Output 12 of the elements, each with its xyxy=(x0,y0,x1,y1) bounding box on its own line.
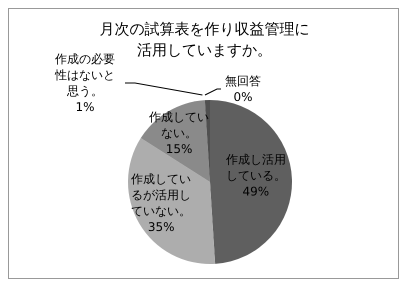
slice-label: 作成し活用している。 xyxy=(224,152,286,182)
text: 0% xyxy=(233,90,253,104)
pie-slice xyxy=(128,138,216,264)
data-label: 49% xyxy=(242,184,270,198)
data-label: 35% xyxy=(148,220,175,234)
category-label: 無回答 xyxy=(225,74,261,88)
slice-label: 作成していない。 xyxy=(148,110,210,140)
data-label: 1% xyxy=(75,100,95,114)
data-label: 15% xyxy=(166,142,192,156)
slice-label: 作成しているが活用していない。 xyxy=(130,172,192,218)
slice-label: 作成の必要性はないと思う。 xyxy=(54,52,115,98)
pie-slice xyxy=(210,100,292,264)
